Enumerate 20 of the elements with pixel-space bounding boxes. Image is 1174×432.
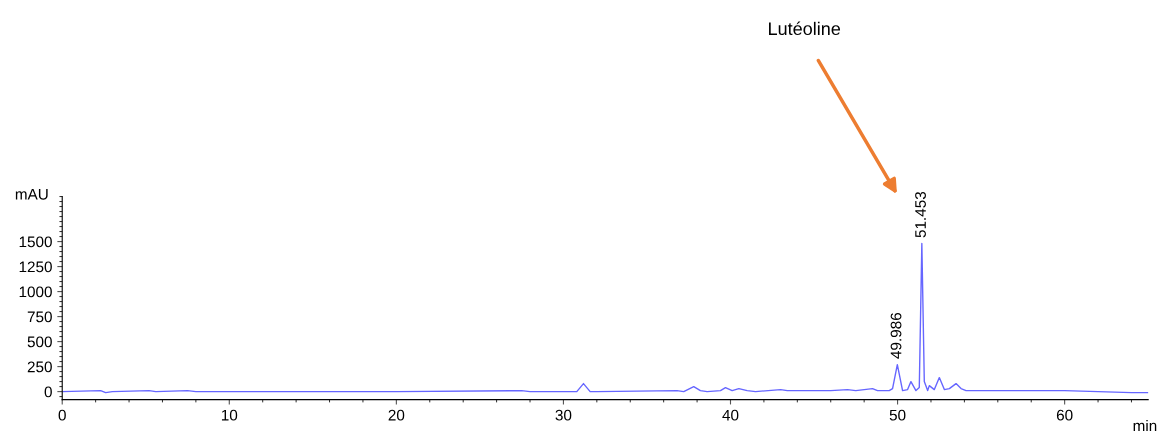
y-tick-label: 500 bbox=[27, 336, 52, 348]
line-series bbox=[62, 242, 1149, 394]
y-axis-title: mAU bbox=[15, 188, 48, 200]
y-tick-label: 250 bbox=[27, 361, 52, 373]
x-tick-label: 60 bbox=[1056, 409, 1073, 421]
x-tick-label: 40 bbox=[722, 409, 739, 421]
y-tick-label: 0 bbox=[44, 386, 52, 398]
x-tick-label: 30 bbox=[555, 409, 572, 421]
y-tick-label: 1500 bbox=[19, 236, 52, 248]
x-axis-title: min bbox=[1133, 419, 1157, 431]
x-tick-label: 20 bbox=[388, 409, 405, 421]
x-tick-label: 50 bbox=[889, 409, 906, 421]
y-tick-label: 1000 bbox=[19, 286, 52, 298]
x-tick-label: 0 bbox=[58, 409, 66, 421]
annotation: 51.453 bbox=[915, 191, 926, 238]
text: Lutéoline bbox=[769, 21, 841, 36]
y-tick-label: 750 bbox=[27, 311, 52, 323]
y-tick-label: 1250 bbox=[19, 261, 52, 273]
x-tick-label: 10 bbox=[221, 409, 238, 421]
annotation: 49.986 bbox=[890, 312, 902, 359]
